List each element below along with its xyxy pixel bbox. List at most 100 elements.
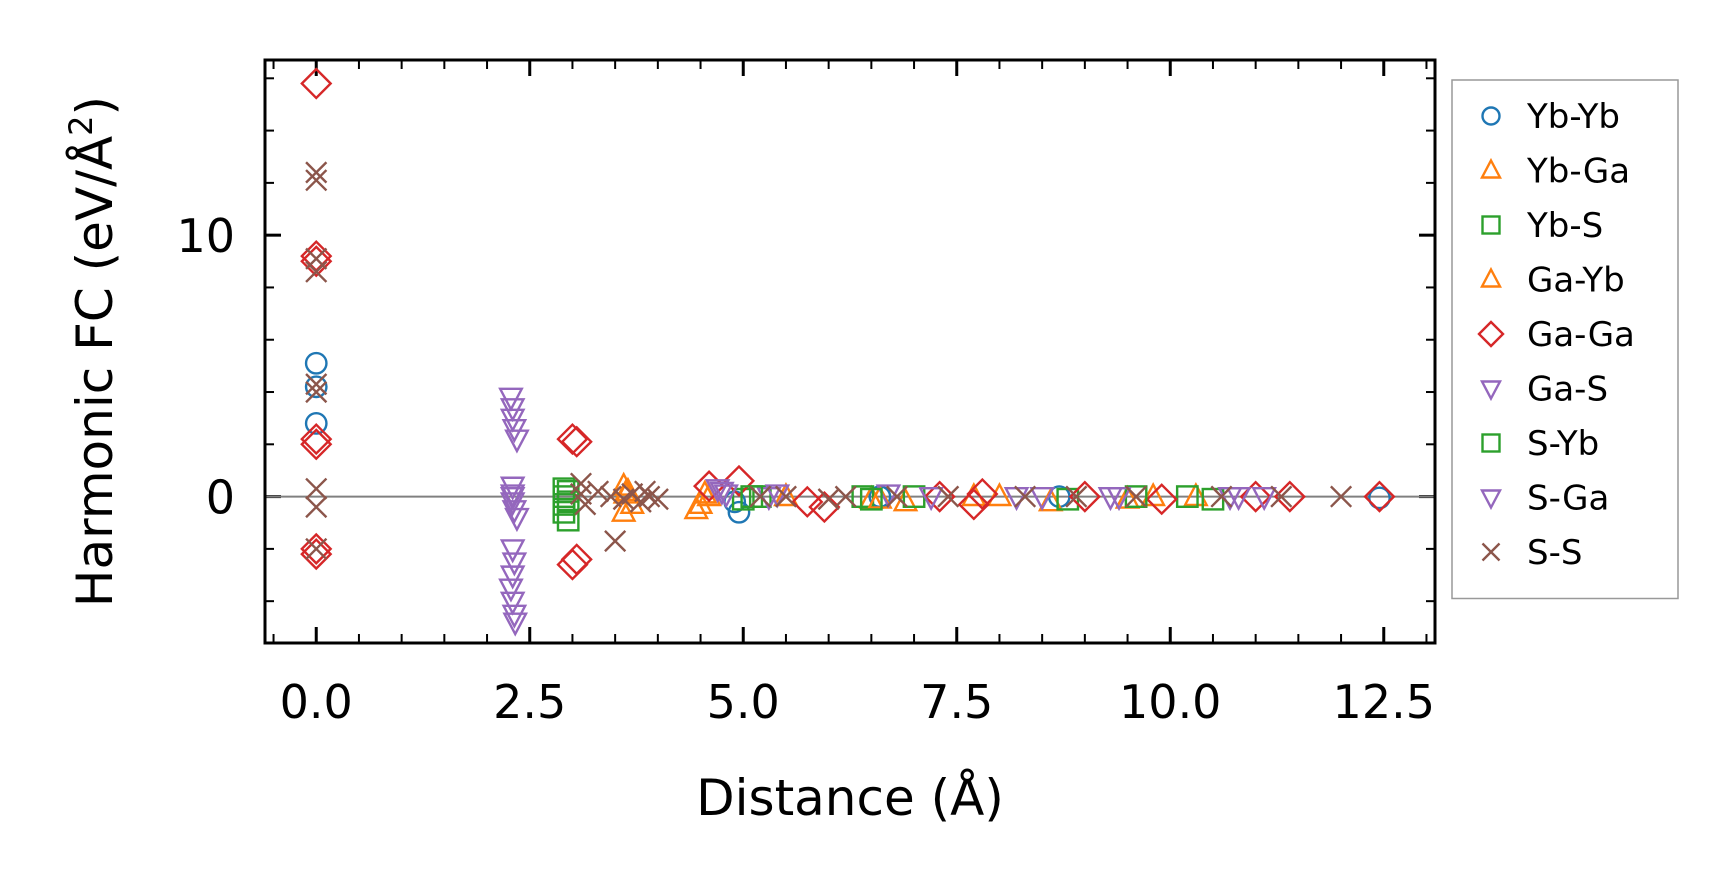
data-point-ga-s — [501, 604, 528, 629]
data-point-ga-s — [504, 429, 530, 454]
series-ga-s — [498, 387, 1243, 637]
data-point-ga-s — [498, 578, 524, 603]
data-point-yb-s — [556, 508, 580, 532]
data-point-ga-ga — [1363, 480, 1396, 513]
data-point-yb-yb — [1368, 486, 1391, 510]
series-s-ga — [499, 481, 1277, 512]
data-point-yb-yb — [727, 500, 751, 524]
legend-marker-s-yb — [1481, 433, 1501, 453]
legend-entry-ga-s: Ga-S — [1480, 370, 1608, 410]
data-point-ga-ga — [300, 538, 333, 571]
data-point-ga-s — [713, 484, 739, 509]
x-tick-labels: 0.0 2.5 5.0 7.5 10.0 12.5 — [280, 675, 1435, 729]
data-point-ga-ga — [808, 490, 841, 524]
data-point-yb-yb — [304, 351, 328, 375]
legend-entry-ga-ga: Ga-Ga — [1477, 315, 1635, 355]
data-point-ga-ga — [957, 488, 990, 521]
data-point-ga-ga — [923, 480, 956, 513]
y-axis-title-base: Harmonic FC (eV/Å — [66, 136, 124, 607]
data-point-s-s — [749, 485, 772, 508]
data-point-s-s — [1210, 485, 1233, 508]
y-axis-title-superscript: 2 — [62, 115, 100, 135]
data-point-s-s — [305, 380, 328, 404]
series-ga-ga — [300, 67, 1396, 581]
data-point-ga-ga — [560, 425, 593, 458]
data-point-s-s — [305, 496, 328, 519]
legend-marker-ga-s — [1480, 380, 1502, 402]
data-point-s-s — [305, 477, 328, 500]
data-point-yb-ga — [1037, 487, 1064, 512]
data-point-yb-s — [731, 487, 755, 511]
data-point-ga-ga — [1145, 483, 1178, 516]
data-point-s-s — [646, 488, 669, 511]
legend-entry-s-s: S-S — [1481, 533, 1582, 573]
data-point-yb-s — [1175, 485, 1199, 508]
x-axis-title: Distance (Å) — [696, 769, 1004, 827]
data-point-yb-ga — [610, 471, 637, 496]
legend: Yb-Yb Yb-Ga Yb-S Ga-Yb Ga-Ga Ga-S S-Yb S-Ga S-S — [1451, 79, 1679, 600]
data-point-s-s — [305, 537, 328, 560]
minor-ticks — [265, 60, 1435, 643]
legend-label: Ga-Ga — [1527, 315, 1635, 355]
data-point-yb-yb — [304, 411, 328, 435]
legend-entry-yb-ga: Yb-Ga — [1480, 152, 1630, 192]
data-point-ga-s — [504, 507, 530, 533]
legend-marker-s-ga — [1480, 489, 1502, 511]
legend-label: S-Yb — [1527, 424, 1599, 464]
data-point-s-s — [638, 485, 661, 508]
data-point-ga-ga — [300, 67, 333, 100]
data-point-ga-s — [499, 539, 526, 564]
legend-marker-yb-yb — [1481, 106, 1501, 126]
data-point-s-ga — [709, 481, 735, 506]
data-point-yb-ga — [683, 495, 710, 520]
y-tick-label: 10 — [176, 209, 235, 263]
data-point-s-ga — [764, 484, 791, 509]
data-point-ga-ga — [966, 477, 999, 511]
x-tick-label: 10.0 — [1119, 675, 1221, 729]
data-point-ga-ga — [300, 422, 333, 456]
data-point-ga-s — [501, 500, 528, 525]
data-point-s-ga — [1225, 486, 1252, 512]
data-point-s-s — [885, 485, 909, 508]
data-point-ga-ga — [556, 548, 589, 581]
data-point-ga-yb — [986, 482, 1013, 507]
legend-label: Ga-Yb — [1527, 261, 1625, 301]
data-point-ga-ga — [1273, 480, 1306, 513]
legend-marker-ga-ga — [1477, 320, 1505, 348]
data-point-yb-yb — [304, 375, 328, 399]
data-point-ga-yb — [773, 482, 799, 507]
data-points — [300, 67, 1396, 637]
data-point-ga-s — [704, 479, 731, 504]
data-point-s-s — [1014, 485, 1037, 508]
data-point-s-yb — [859, 487, 883, 511]
legend-marker-s-s — [1481, 542, 1501, 562]
data-point-s-ga — [918, 486, 944, 512]
data-point-s-s — [1270, 485, 1293, 508]
x-tick-label: 7.5 — [920, 675, 993, 729]
data-point-s-yb — [556, 490, 580, 514]
data-point-s-ga — [1251, 486, 1277, 512]
y-axis-title-close: ) — [66, 96, 124, 116]
legend-entry-s-ga: S-Ga — [1480, 479, 1609, 519]
legend-marker-ga-yb — [1480, 266, 1502, 288]
legend-label: Yb-Ga — [1526, 152, 1630, 192]
data-point-s-s — [305, 260, 328, 283]
data-point-s-s — [305, 161, 328, 184]
data-point-s-s — [569, 472, 593, 495]
series-s-s — [305, 161, 1353, 560]
data-point-yb-s — [851, 485, 875, 508]
data-point-s-s — [774, 485, 797, 508]
data-point-s-ga — [1029, 486, 1055, 512]
data-point-ga-ga — [1068, 480, 1101, 513]
data-point-ga-ga — [1239, 480, 1272, 513]
legend-label: S-Ga — [1527, 479, 1609, 519]
data-point-s-s — [1065, 485, 1088, 508]
data-point-s-s — [587, 480, 610, 503]
data-point-yb-ga — [610, 497, 637, 522]
data-point-ga-s — [499, 591, 526, 616]
data-point-ga-ga — [791, 485, 824, 518]
x-tick-label: 0.0 — [280, 675, 353, 729]
x-tick-label: 2.5 — [493, 675, 566, 729]
data-point-ga-s — [501, 552, 528, 577]
